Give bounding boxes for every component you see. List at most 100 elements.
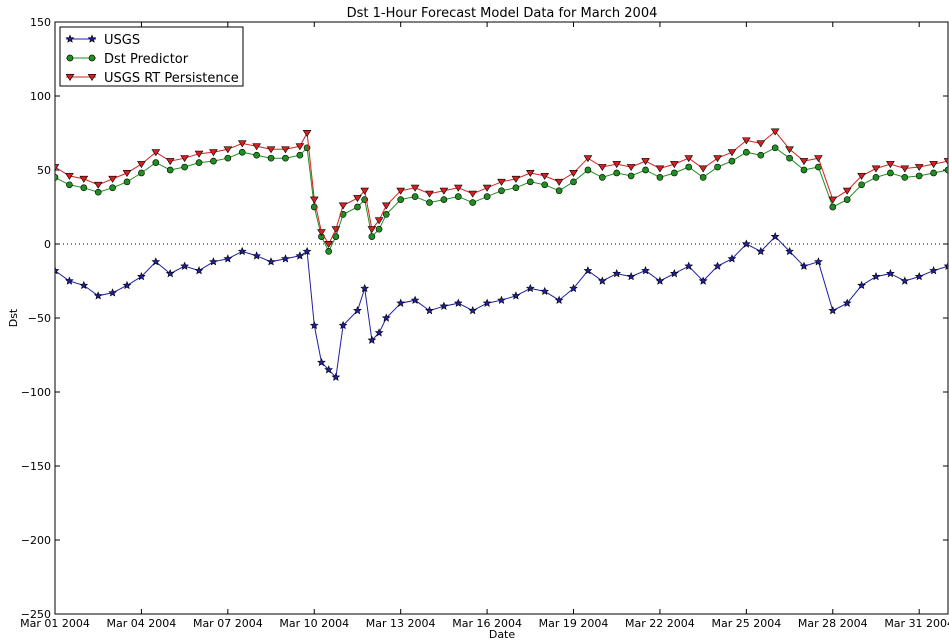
data-point-star [425, 306, 434, 315]
data-point-circle [109, 184, 116, 192]
data-point-triangle [583, 155, 593, 163]
data-point-star [554, 295, 564, 304]
data-point-star [65, 34, 75, 43]
data-point-circle [944, 166, 948, 174]
data-point-star [338, 320, 348, 330]
data-point-circle [382, 211, 390, 218]
data-point-circle [512, 184, 520, 192]
data-point-triangle [396, 187, 406, 195]
data-point-triangle [655, 165, 665, 173]
data-point-triangle [828, 196, 838, 204]
data-point-star [439, 301, 449, 310]
data-point-triangle [374, 217, 384, 225]
data-point-star [87, 34, 97, 43]
data-point-circle [296, 151, 304, 159]
data-point-star [871, 272, 881, 281]
data-point-triangle [900, 165, 910, 173]
x-tick-label: Mar 07 2004 [193, 617, 263, 630]
data-point-star [317, 357, 326, 367]
x-tick-label: Mar 22 2004 [625, 617, 695, 630]
data-point-triangle [453, 184, 463, 192]
data-point-triangle [194, 150, 204, 158]
data-point-triangle [295, 143, 305, 151]
y-tick-label: −200 [21, 534, 51, 547]
data-point-triangle [65, 74, 75, 81]
data-point-circle [555, 187, 563, 195]
data-point-star [65, 276, 74, 285]
data-point-star [756, 246, 766, 256]
data-point-star [137, 272, 146, 281]
data-point-star [209, 257, 218, 266]
data-point-circle [138, 169, 145, 177]
data-point-triangle [770, 128, 780, 136]
data-point-circle [786, 154, 793, 162]
data-point-triangle [871, 165, 881, 173]
data-point-triangle [309, 196, 319, 204]
x-tick-label: Mar 28 2004 [798, 617, 868, 630]
data-point-star [655, 276, 665, 285]
data-point-circle [469, 199, 477, 206]
y-tick-label: 100 [30, 90, 51, 103]
data-point-triangle [943, 158, 948, 166]
data-point-star [331, 372, 341, 381]
data-point-circle [570, 178, 577, 186]
data-point-circle [181, 163, 188, 171]
y-tick-label: 150 [30, 16, 51, 29]
data-point-star [929, 265, 938, 275]
legend: USGS Dst Predictor USGS RT Persistence [59, 26, 244, 87]
data-point-star [252, 251, 262, 260]
data-point-star [194, 265, 204, 275]
data-point-circle [267, 154, 275, 162]
data-point-circle [195, 159, 203, 166]
data-point-star [698, 276, 708, 285]
data-point-star [367, 335, 377, 344]
data-point-star [799, 261, 809, 270]
data-point-star [237, 246, 247, 256]
data-point-triangle [785, 146, 794, 154]
y-tick-label: 0 [44, 238, 51, 251]
data-point-star [93, 291, 103, 300]
data-point-triangle [281, 146, 290, 154]
data-point-triangle [554, 178, 564, 186]
data-point-circle [613, 169, 621, 177]
data-point-circle [166, 166, 174, 174]
data-point-triangle [324, 241, 334, 248]
data-point-star [266, 257, 276, 266]
data-point-circle [800, 166, 808, 174]
x-tick-label: Mar 10 2004 [279, 617, 349, 630]
data-point-circle [728, 157, 736, 165]
data-point-star [943, 261, 948, 270]
data-point-triangle [540, 172, 550, 180]
data-point-triangle [684, 155, 694, 163]
data-point-triangle [65, 172, 74, 180]
series-star [55, 232, 948, 381]
data-point-circle [368, 233, 376, 240]
data-point-circle [253, 151, 260, 159]
x-tick-label: Mar 31 2004 [884, 617, 949, 630]
data-point-circle [685, 163, 693, 171]
chart-title: Dst 1-Hour Forecast Model Data for March… [347, 6, 658, 21]
data-point-star [684, 261, 694, 270]
data-point-star [597, 276, 607, 285]
data-point-star [727, 254, 737, 263]
legend-label: USGS RT Persistence [104, 71, 239, 86]
data-point-triangle [360, 187, 370, 195]
data-point-star [468, 306, 478, 315]
data-point-star [79, 280, 89, 290]
data-point-triangle [209, 149, 218, 157]
data-point-triangle [597, 164, 607, 172]
data-point-star [410, 295, 420, 304]
data-point-circle [411, 193, 419, 200]
data-point-star [55, 265, 60, 275]
data-point-triangle [353, 195, 362, 203]
data-point-circle [66, 181, 73, 189]
data-point-triangle [641, 158, 650, 166]
y-tick-label: −250 [21, 608, 51, 621]
data-point-triangle [612, 161, 622, 169]
data-point-triangle [223, 146, 233, 154]
data-point-triangle [497, 178, 506, 186]
data-point-triangle [317, 229, 326, 237]
data-point-circle [526, 178, 534, 186]
series-triangle-down [55, 128, 948, 248]
data-point-circle [152, 159, 160, 166]
